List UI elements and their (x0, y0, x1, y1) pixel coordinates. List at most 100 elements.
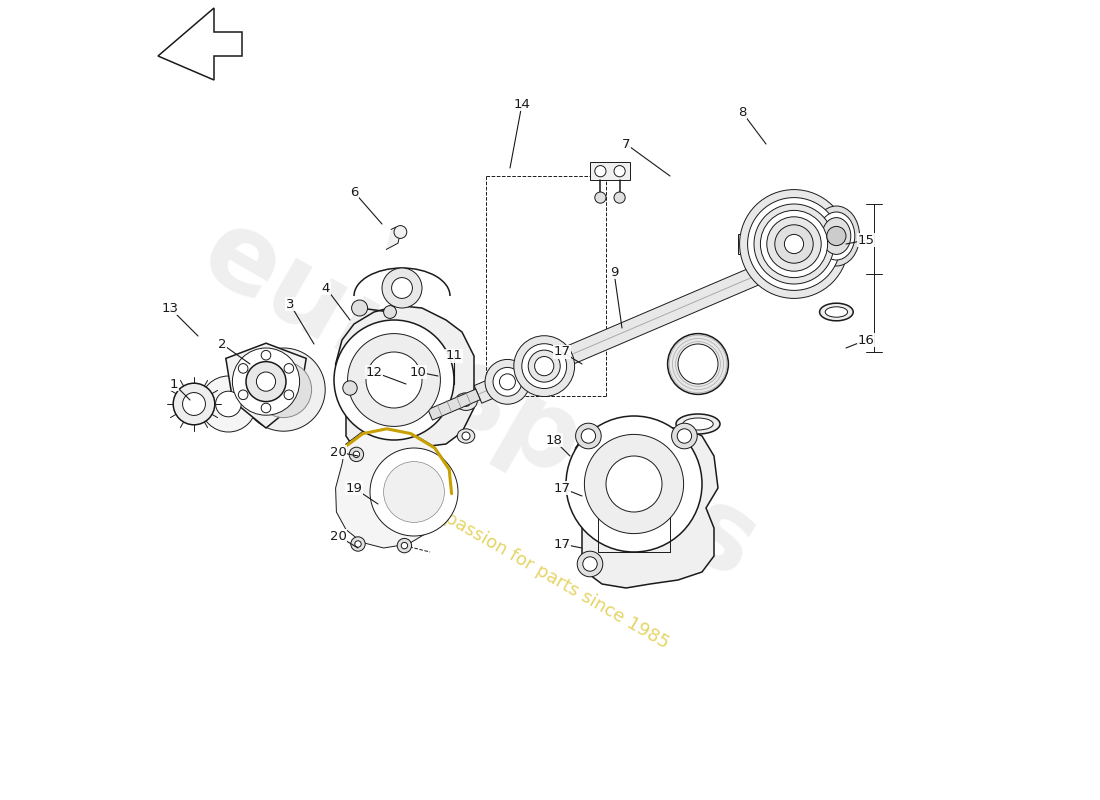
Circle shape (566, 416, 702, 552)
Polygon shape (738, 234, 782, 254)
Circle shape (578, 551, 603, 577)
Circle shape (284, 390, 294, 400)
Circle shape (384, 462, 444, 522)
Circle shape (583, 557, 597, 571)
Circle shape (581, 429, 595, 443)
Circle shape (767, 217, 822, 271)
Circle shape (348, 334, 440, 426)
Circle shape (349, 447, 364, 462)
Circle shape (402, 542, 408, 549)
Circle shape (200, 376, 256, 432)
Circle shape (397, 538, 411, 553)
Ellipse shape (818, 212, 855, 260)
Circle shape (366, 352, 422, 408)
Text: 8: 8 (738, 106, 746, 118)
Circle shape (748, 198, 840, 290)
Text: 1: 1 (169, 378, 178, 390)
Text: 17: 17 (553, 538, 571, 550)
Text: a passion for parts since 1985: a passion for parts since 1985 (428, 500, 672, 652)
Ellipse shape (683, 418, 713, 430)
Text: 12: 12 (365, 366, 383, 378)
Circle shape (239, 390, 248, 399)
Circle shape (493, 367, 521, 396)
Ellipse shape (822, 218, 850, 254)
Circle shape (239, 363, 248, 373)
Text: 17: 17 (553, 482, 571, 494)
Text: 4: 4 (322, 282, 330, 294)
Circle shape (760, 210, 827, 278)
Circle shape (528, 350, 560, 382)
Text: 20: 20 (330, 446, 346, 458)
Circle shape (606, 456, 662, 512)
Polygon shape (336, 306, 474, 452)
Text: 3: 3 (286, 298, 295, 310)
Circle shape (384, 306, 396, 318)
Circle shape (461, 397, 471, 406)
Circle shape (216, 391, 241, 417)
Circle shape (392, 278, 412, 298)
Text: 7: 7 (621, 138, 630, 150)
Circle shape (595, 166, 606, 177)
Circle shape (261, 403, 271, 413)
Circle shape (355, 541, 361, 547)
Circle shape (351, 537, 365, 551)
Text: 6: 6 (350, 186, 359, 198)
Circle shape (595, 192, 606, 203)
Polygon shape (572, 426, 718, 588)
Polygon shape (474, 259, 778, 403)
Circle shape (827, 226, 846, 246)
Circle shape (485, 359, 530, 404)
Circle shape (183, 393, 206, 415)
Polygon shape (590, 162, 630, 180)
Circle shape (535, 357, 553, 376)
Polygon shape (428, 389, 481, 420)
Circle shape (242, 348, 326, 431)
Circle shape (514, 336, 574, 397)
Circle shape (499, 374, 516, 390)
Circle shape (754, 204, 834, 284)
Circle shape (678, 429, 692, 443)
Circle shape (394, 226, 407, 238)
Text: 11: 11 (446, 350, 462, 362)
Circle shape (261, 350, 271, 360)
Circle shape (521, 344, 566, 389)
Ellipse shape (454, 393, 477, 410)
Circle shape (668, 334, 728, 394)
Text: 2: 2 (218, 338, 227, 350)
Text: 17: 17 (553, 346, 571, 358)
Circle shape (256, 372, 276, 391)
Ellipse shape (820, 303, 854, 321)
Circle shape (614, 192, 625, 203)
Ellipse shape (825, 306, 848, 317)
Circle shape (784, 234, 804, 254)
Ellipse shape (676, 414, 720, 434)
Circle shape (739, 190, 848, 298)
Text: 14: 14 (514, 98, 530, 110)
Circle shape (353, 451, 360, 458)
Polygon shape (386, 227, 400, 250)
Text: 15: 15 (858, 234, 874, 246)
Circle shape (246, 362, 286, 402)
Circle shape (575, 423, 602, 449)
Text: 10: 10 (409, 366, 427, 378)
Circle shape (255, 362, 311, 418)
Circle shape (462, 432, 470, 440)
Circle shape (173, 383, 214, 425)
Circle shape (672, 423, 697, 449)
Text: eurospecs: eurospecs (184, 198, 776, 602)
Text: 19: 19 (345, 482, 362, 494)
Polygon shape (336, 427, 452, 548)
Circle shape (382, 268, 422, 308)
Circle shape (678, 344, 718, 384)
Circle shape (284, 363, 294, 373)
Circle shape (343, 381, 358, 395)
Ellipse shape (458, 429, 475, 443)
Circle shape (584, 434, 683, 534)
Text: 16: 16 (858, 334, 874, 346)
Circle shape (334, 320, 454, 440)
Circle shape (614, 166, 625, 177)
Polygon shape (226, 343, 306, 428)
Circle shape (774, 225, 813, 263)
Circle shape (352, 300, 367, 316)
Text: 20: 20 (330, 530, 346, 542)
